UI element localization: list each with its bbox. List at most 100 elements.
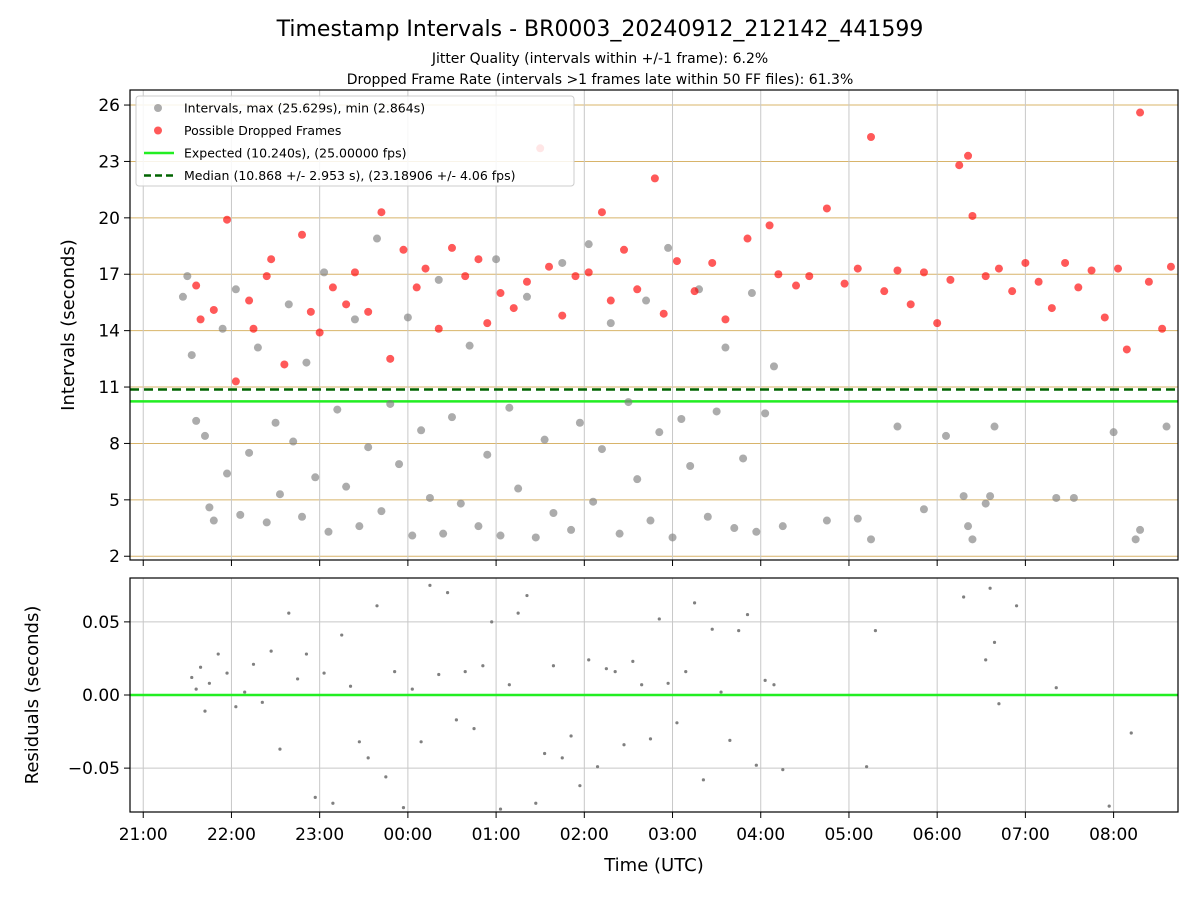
dropped-frame-point: [434, 324, 443, 333]
interval-point: [439, 529, 448, 538]
residual-point: [401, 806, 406, 810]
interval-point: [271, 418, 280, 427]
x-tick-label: 03:00: [648, 825, 697, 845]
dropped-frame-point: [483, 319, 492, 328]
y-tick-label: 20: [98, 209, 120, 229]
residual-point: [234, 705, 238, 709]
dropped-frame-point: [328, 283, 337, 292]
intervals-reference-lines: [130, 388, 1178, 403]
dropped-frame-point: [822, 204, 831, 213]
dropped-frame-point: [364, 307, 373, 316]
interval-point: [395, 460, 404, 469]
residual-point: [410, 687, 414, 691]
dropped-frame-point: [743, 234, 752, 243]
interval-point: [187, 351, 196, 360]
dropped-frame-point: [597, 208, 606, 217]
interval-point: [990, 422, 999, 431]
dropped-frame-point: [805, 272, 814, 281]
interval-point: [589, 497, 598, 506]
dropped-frame-point: [461, 272, 470, 281]
intervals-y-axis-label: Intervals (seconds): [58, 239, 79, 411]
interval-point: [205, 503, 214, 512]
residual-point: [437, 672, 441, 677]
dropped-frame-point: [893, 266, 902, 275]
interval-point: [483, 450, 492, 459]
x-tick-label: 04:00: [736, 825, 785, 845]
interval-point: [919, 505, 928, 514]
interval-point: [730, 524, 739, 533]
dropped-frame-point: [1100, 313, 1109, 322]
dropped-frame-point: [377, 208, 386, 217]
residual-point: [587, 658, 591, 662]
dropped-frame-point: [209, 305, 218, 314]
dropped-frame-point: [620, 245, 629, 254]
intervals-points: [178, 108, 1175, 544]
interval-point: [492, 255, 501, 264]
interval-point: [1136, 525, 1145, 534]
dropped-frame-point: [919, 268, 928, 277]
interval-point: [236, 510, 245, 519]
dropped-frame-point: [522, 277, 531, 286]
x-tick-label: 01:00: [472, 825, 521, 845]
interval-point: [434, 275, 443, 284]
y-tick-label: 8: [109, 434, 120, 454]
dropped-frame-point: [386, 354, 395, 363]
residual-point: [331, 801, 335, 805]
interval-point: [1162, 422, 1171, 431]
residual-point: [357, 740, 361, 744]
interval-point: [447, 413, 456, 422]
legend-marker: [154, 126, 162, 135]
x-tick-label: 08:00: [1089, 825, 1138, 845]
chart-title: Timestamp Intervals - BR0003_20240912_21…: [276, 17, 924, 42]
dropped-frame-point: [955, 161, 964, 170]
residual-point: [463, 670, 467, 674]
dropped-frame-point: [1144, 277, 1153, 286]
interval-point: [377, 507, 386, 516]
interval-point: [192, 416, 201, 425]
interval-point: [567, 525, 576, 534]
residual-point: [631, 659, 635, 663]
residual-point: [569, 734, 573, 738]
y-tick-label: 0.00: [82, 686, 120, 706]
interval-point: [262, 518, 271, 527]
interval-point: [655, 428, 664, 437]
dropped-frame-point: [672, 257, 681, 266]
interval-point: [686, 462, 695, 470]
y-tick-label: 14: [98, 322, 120, 342]
chart-legend: Intervals, max (25.629s), min (2.864s) Po…: [135, 95, 575, 187]
interval-point: [505, 403, 514, 412]
interval-point: [633, 475, 642, 484]
residual-point: [984, 658, 988, 662]
dropped-frame-point: [249, 324, 258, 333]
residual-point: [348, 684, 353, 688]
interval-point: [624, 398, 633, 407]
residual-point: [604, 667, 608, 671]
residual-point: [419, 740, 423, 744]
interval-point: [275, 490, 284, 499]
dropped-frame-point: [315, 328, 324, 337]
residual-point: [375, 604, 379, 608]
residual-point: [516, 611, 520, 615]
interval-point: [342, 482, 351, 491]
interval-point: [298, 512, 307, 521]
y-tick-label: 2: [109, 547, 120, 567]
dropped-frame-point: [342, 300, 351, 309]
y-tick-label: −0.05: [68, 759, 120, 779]
residual-point: [278, 747, 282, 751]
interval-point: [403, 313, 412, 322]
dropped-frame-point: [399, 245, 408, 254]
dropped-frame-point: [1114, 264, 1123, 273]
interval-point: [664, 243, 673, 252]
dropped-frame-point: [245, 296, 254, 305]
residual-point: [772, 683, 776, 687]
dropped-frame-point: [1158, 324, 1167, 333]
y-tick-label: 23: [98, 152, 120, 172]
dropped-frame-point: [650, 174, 659, 183]
dropped-frame-point: [262, 272, 271, 281]
interval-point: [959, 492, 968, 501]
interval-point: [231, 285, 240, 294]
interval-point: [1069, 493, 1078, 502]
dropped-frame-point: [474, 255, 483, 264]
interval-point: [822, 516, 831, 525]
